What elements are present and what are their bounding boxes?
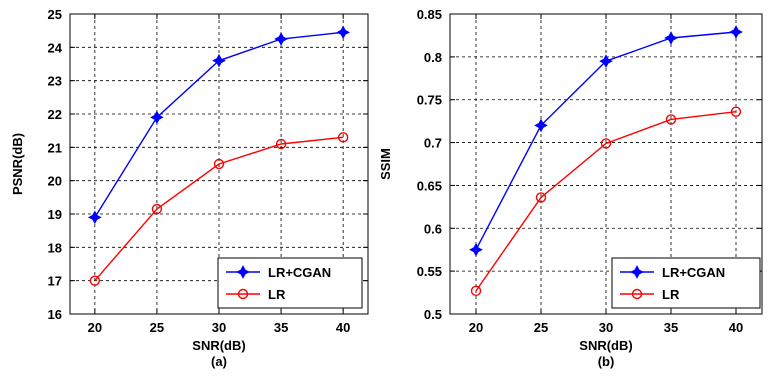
- legend-label: LR+CGAN: [662, 265, 725, 280]
- data-point: [213, 158, 225, 170]
- y-tick-label: 0.75: [417, 93, 442, 108]
- y-tick-label: 17: [48, 274, 62, 289]
- y-axis-label: PSNR(dB): [10, 133, 25, 195]
- x-axis-label: SNR(dB): [579, 338, 632, 353]
- y-tick-label: 23: [48, 74, 62, 89]
- data-point: [470, 285, 482, 297]
- data-point: [150, 110, 164, 125]
- x-tick-label: 20: [469, 320, 483, 335]
- series-line-LR: [94, 136, 344, 282]
- data-point: [337, 132, 349, 143]
- x-tick-label: 40: [336, 320, 350, 335]
- x-tick-label: 30: [212, 320, 226, 335]
- data-point: [89, 275, 101, 286]
- x-tick-label: 40: [729, 320, 743, 335]
- legend-label: LR+CGAN: [268, 265, 331, 280]
- legend: LR+CGAN LR: [611, 257, 761, 309]
- data-point: [212, 53, 226, 68]
- data-point: [599, 54, 613, 68]
- y-tick-label: 24: [48, 40, 63, 55]
- y-tick-label: 25: [48, 7, 62, 22]
- subfigure-caption: (b): [598, 354, 615, 369]
- legend-label: LR: [662, 287, 680, 302]
- y-tick-label: 21: [48, 140, 62, 155]
- x-tick-label: 20: [88, 320, 102, 335]
- x-axis-label: SNR(dB): [192, 338, 245, 353]
- legend-marker: [237, 288, 249, 300]
- data-point: [274, 32, 288, 46]
- legend-label: LR: [268, 287, 286, 302]
- data-point: [535, 192, 547, 203]
- data-point: [469, 242, 483, 257]
- y-tick-label: 0.8: [424, 50, 442, 65]
- legend-marker: [631, 288, 643, 300]
- data-point: [87, 210, 102, 225]
- data-point: [729, 25, 743, 39]
- y-tick-label: 0.5: [424, 307, 442, 322]
- y-tick-label: 0.55: [417, 264, 442, 279]
- data-point: [665, 114, 677, 125]
- data-point: [275, 138, 287, 150]
- data-point: [600, 138, 612, 149]
- legend: LR+CGAN LR: [217, 257, 363, 309]
- y-tick-label: 16: [48, 307, 62, 322]
- data-point: [151, 203, 163, 215]
- x-tick-label: 30: [599, 320, 613, 335]
- x-tick-label: 25: [150, 320, 164, 335]
- chart-ssim: 20 25 30 35 40 0.5 0.55 0.6 0.65 0.7 0.75 0.8 0.85 SN…: [378, 7, 763, 369]
- x-tick-label: 35: [664, 320, 678, 335]
- series-line-LR: [475, 111, 737, 292]
- x-tick-label: 25: [534, 320, 548, 335]
- y-tick-label: 0.65: [417, 178, 442, 193]
- data-point: [336, 25, 351, 40]
- data-point: [664, 31, 678, 45]
- y-axis-label: SSIM: [378, 148, 393, 180]
- data-point: [534, 118, 548, 133]
- chart-psnr: 20 25 30 35 40 16 17 18 19 20 21 22 23 24 25 SNR(dB)(a)…: [10, 7, 369, 369]
- y-tick-label: 20: [48, 174, 62, 189]
- y-tick-label: 0.6: [424, 221, 442, 236]
- subfigure-caption: (a): [211, 354, 227, 369]
- y-tick-label: 0.7: [424, 136, 442, 151]
- y-tick-label: 18: [48, 240, 62, 255]
- legend-marker: [236, 265, 250, 279]
- y-tick-label: 19: [48, 207, 62, 222]
- data-point: [730, 106, 742, 117]
- y-tick-label: 22: [48, 107, 62, 122]
- x-tick-label: 35: [274, 320, 288, 335]
- y-tick-label: 0.85: [417, 7, 442, 22]
- legend-marker: [630, 265, 644, 279]
- legend-box: [217, 257, 363, 309]
